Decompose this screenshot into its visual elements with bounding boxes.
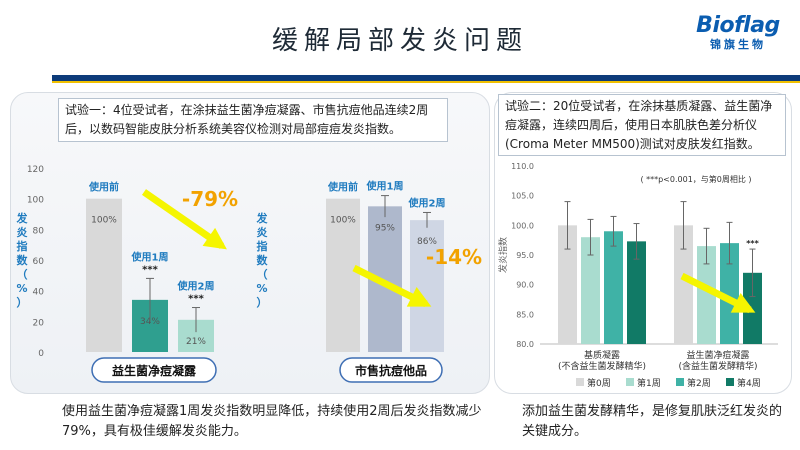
product-label: 市售抗痘他品 [355, 363, 427, 378]
chart-redness-index: 80.0 85.0 90.0 95.0 100.0 105.0 110.0 发炎指数 ( ***… [496, 158, 788, 394]
legend-swatch [576, 378, 584, 386]
legend-label: 第4周 [737, 377, 761, 389]
chart-probiotic-gel: 0 20 40 60 80 100 120 发炎指数（%） 100% 使用前 34% *** 使用1周 2… [14, 150, 254, 394]
group-label: 益生菌净痘凝露 [686, 349, 749, 361]
category-label: 使用1周 [131, 250, 169, 263]
bar [86, 198, 122, 352]
y-axis-title-char: 数 [17, 253, 29, 267]
category-label: 使用2周 [408, 196, 446, 209]
chart-market-product: 发炎指数（%） 100% 使用前 95% 使用1周 86% 使用2周 -14% 市售抗痘他品 [254, 150, 486, 394]
trend-arrow-head [202, 227, 227, 250]
header-band [52, 75, 800, 81]
category-label: 使用前 [88, 181, 119, 194]
y-axis-title-char: （ [257, 268, 268, 281]
page-title: 缓解局部发炎问题 [271, 26, 528, 56]
y-tick-label: 0 [38, 349, 44, 359]
group-label: 基质凝露 [584, 349, 620, 361]
bar-value-label: 100% [330, 216, 356, 226]
bar [410, 220, 444, 352]
bar-value-label: 86% [417, 237, 437, 247]
trial-one-description: 试验一：4位受试者，在涂抹益生菌净痘凝露、市售抗痘他品连续2周后，以数码智能皮肤… [58, 98, 448, 142]
bar-value-label: 100% [91, 216, 117, 226]
group-label: (不含益生菌发酵精华) [558, 360, 646, 372]
y-tick-label: 90.0 [516, 281, 534, 290]
legend-swatch [626, 378, 634, 386]
y-axis-title-char: % [256, 282, 267, 295]
trend-arrow-head [406, 287, 432, 307]
bar [627, 241, 646, 344]
significance-label: *** [188, 294, 204, 305]
y-tick-label: 20 [33, 318, 45, 328]
legend-swatch [726, 378, 734, 386]
y-axis-title-char: （ [17, 268, 28, 281]
y-axis-title-char: % [16, 282, 27, 295]
bar [743, 272, 762, 344]
significance-label: *** [142, 264, 158, 275]
y-axis-title-char: 数 [257, 253, 269, 267]
product-tag [91, 357, 217, 383]
bar [558, 225, 577, 344]
bar-value-label: 95% [375, 223, 395, 233]
y-axis-title-char: ） [257, 296, 268, 309]
y-axis-title-char: 发 [256, 211, 269, 225]
y-tick-label: 105.0 [511, 192, 534, 201]
bar [697, 246, 716, 344]
legend-label: 第2周 [687, 377, 711, 389]
caption-trial-two: 添加益生菌发酵精华，是修复肌肤泛红发炎的关键成分。 [522, 404, 783, 439]
bar-value-label: 34% [140, 317, 160, 327]
category-label: 使用1周 [366, 180, 404, 193]
bar [326, 198, 360, 352]
significance-label: *** [746, 239, 759, 248]
header-band-accent [52, 81, 800, 83]
y-tick-label: 100 [27, 196, 44, 206]
y-tick-label: 85.0 [516, 310, 534, 319]
y-axis-title-char: 指 [17, 239, 28, 253]
caption-trial-one: 使用益生菌净痘凝露1周发炎指数明显降低，持续使用2周后发炎指数减少79%，具有极… [62, 404, 482, 439]
category-label: 使用前 [327, 181, 358, 194]
y-axis-title-char: ） [17, 296, 28, 309]
trial-two-description: 试验二：20位受试者，在涂抹基质凝露、益生菌净痘凝露，连续四周后，使用日本肌肤色… [498, 94, 786, 156]
y-axis-title-char: 发 [16, 211, 29, 225]
bar [604, 231, 623, 344]
legend-label: 第1周 [637, 377, 661, 389]
group-label: (含益生菌发酵精华) [678, 360, 757, 372]
chart-market-product-svg: 发炎指数（%） 100% 使用前 95% 使用1周 86% 使用2周 -14% 市售抗痘他品 [256, 180, 482, 383]
y-tick-label: 110.0 [511, 162, 534, 171]
product-label: 益生菌净痘凝露 [112, 363, 197, 378]
y-axis-title-char: 炎 [257, 226, 268, 239]
trend-arrow-head [730, 293, 756, 313]
product-tag [339, 357, 443, 383]
change-annotation: -79% [182, 187, 238, 211]
logo-subtitle: 锦旗生物 [710, 38, 766, 51]
y-tick-label: 95.0 [516, 251, 534, 260]
bar [581, 237, 600, 344]
chart-probiotic-gel-svg: 020406080100120发炎指数（%）100%使用前34%***使用1周2… [16, 165, 238, 383]
logo-wordmark: Bioflag [696, 13, 780, 38]
y-tick-label: 80 [33, 226, 45, 236]
y-tick-label: 120 [27, 165, 44, 175]
significance-note: ( ***p<0.001，与第0周相比 ) [640, 174, 751, 184]
bar [720, 243, 739, 344]
y-axis-title: 发炎指数 [497, 237, 509, 273]
y-tick-label: 60 [33, 257, 45, 267]
brand-logo: Bioflag 锦旗生物 [686, 14, 790, 52]
y-tick-label: 100.0 [511, 221, 534, 230]
bar-value-label: 21% [186, 337, 206, 347]
category-label: 使用2周 [177, 280, 215, 293]
y-axis-title-char: 指 [257, 239, 268, 253]
y-tick-label: 40 [33, 288, 45, 298]
legend-label: 第0周 [587, 377, 611, 389]
y-tick-label: 80.0 [516, 340, 534, 349]
bar [674, 225, 693, 344]
change-annotation: -14% [426, 245, 482, 269]
legend-swatch [676, 378, 684, 386]
chart-redness-index-svg: 80.0 85.0 90.0 95.0 100.0 105.0 110.0 发炎指数 ( ***… [497, 162, 778, 389]
y-axis-title-char: 炎 [17, 226, 28, 239]
